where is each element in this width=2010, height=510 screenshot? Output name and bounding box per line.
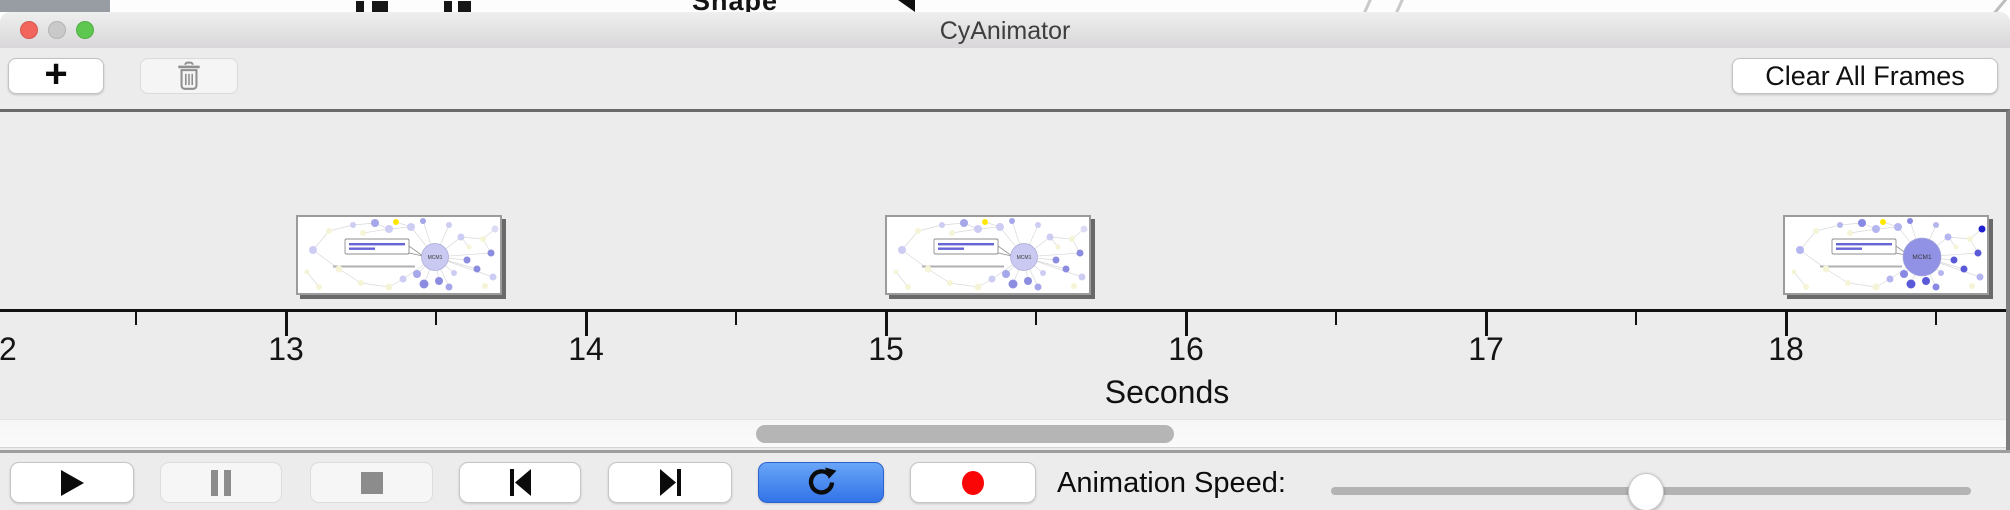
slider-thumb[interactable] [1628, 473, 1664, 510]
loop-icon [808, 467, 836, 495]
ruler-tick-minor [1635, 312, 1637, 325]
ruler-tick-label: 12 [0, 331, 17, 367]
plus-icon: + [44, 52, 68, 96]
ruler-tick-label: 15 [868, 331, 904, 367]
skip-to-end-icon [659, 469, 681, 496]
frame-thumbnail[interactable] [885, 215, 1091, 295]
ruler-tick-major [885, 312, 888, 336]
skip-to-start-button[interactable] [459, 462, 581, 503]
window-title: CyAnimator [939, 17, 1071, 45]
skip-to-start-icon [509, 469, 531, 496]
stop-icon [360, 471, 383, 494]
frame-thumbnail[interactable] [1783, 215, 1989, 295]
background-fragment [1991, 0, 2008, 12]
ruler-tick-minor [135, 312, 137, 325]
playback-controls: Animation Speed: [0, 450, 2010, 510]
trash-icon [178, 61, 200, 90]
background-fragment [444, 1, 452, 12]
ruler-axis-line [0, 309, 2006, 312]
ruler-tick-minor [1335, 312, 1337, 325]
ruler-tick-minor [735, 312, 737, 325]
background-partial-text: Shape [692, 0, 778, 12]
network-graph-image [298, 217, 500, 293]
timeline-panel: 12 13 14 15 16 17 18 Seconds [0, 109, 2010, 450]
scrollbar-thumb[interactable] [756, 425, 1174, 443]
stop-button[interactable] [310, 462, 433, 503]
skip-to-end-button[interactable] [608, 462, 732, 503]
titlebar[interactable]: CyAnimator [0, 12, 2010, 49]
network-graph-image [1785, 217, 1987, 293]
record-button[interactable] [910, 462, 1036, 503]
toolbar: + Clear All Frames [0, 48, 2010, 109]
add-frame-button[interactable]: + [8, 52, 104, 96]
ruler-tick-minor [435, 312, 437, 325]
minimize-button[interactable] [48, 21, 66, 39]
ruler-tick-label: 17 [1468, 331, 1504, 367]
ruler-tick-label: 16 [1168, 331, 1204, 367]
background-fragment [372, 1, 388, 12]
delete-frame-button[interactable] [140, 58, 238, 94]
clear-all-frames-button[interactable]: Clear All Frames [1732, 58, 1998, 94]
background-fragment [1362, 0, 1373, 12]
loop-button[interactable] [758, 462, 884, 503]
ruler-tick-major [285, 312, 288, 336]
ruler-tick-major [1785, 312, 1788, 336]
record-icon [962, 470, 984, 495]
background-fragment [458, 1, 471, 12]
background-fragment [0, 0, 110, 12]
background-fragment [356, 1, 364, 12]
play-icon [61, 469, 84, 496]
zoom-button[interactable] [76, 21, 94, 39]
ruler-tick-label: 14 [568, 331, 604, 367]
ruler-tick-minor [1035, 312, 1037, 325]
axis-label: Seconds [1104, 374, 1230, 410]
animation-speed-slider[interactable] [1331, 453, 1971, 510]
ruler-tick-label: 13 [268, 331, 304, 367]
pause-icon [211, 469, 231, 496]
background-fragment [1394, 0, 1405, 12]
ruler-tick-label: 18 [1768, 331, 1804, 367]
scrollbar-track[interactable] [0, 419, 2006, 448]
ruler-tick-major [1185, 312, 1188, 336]
background-window-strip: Shape [0, 0, 2010, 12]
animation-speed-label: Animation Speed: [1057, 467, 1286, 499]
ruler-tick-major [585, 312, 588, 336]
close-button[interactable] [20, 21, 38, 39]
ruler-tick-major [1485, 312, 1488, 336]
pause-button[interactable] [160, 462, 282, 503]
frame-thumbnail[interactable] [296, 215, 502, 295]
background-fragment [898, 0, 915, 12]
network-graph-image [887, 217, 1089, 293]
ruler-tick-minor [1935, 312, 1937, 325]
play-button[interactable] [10, 462, 134, 503]
